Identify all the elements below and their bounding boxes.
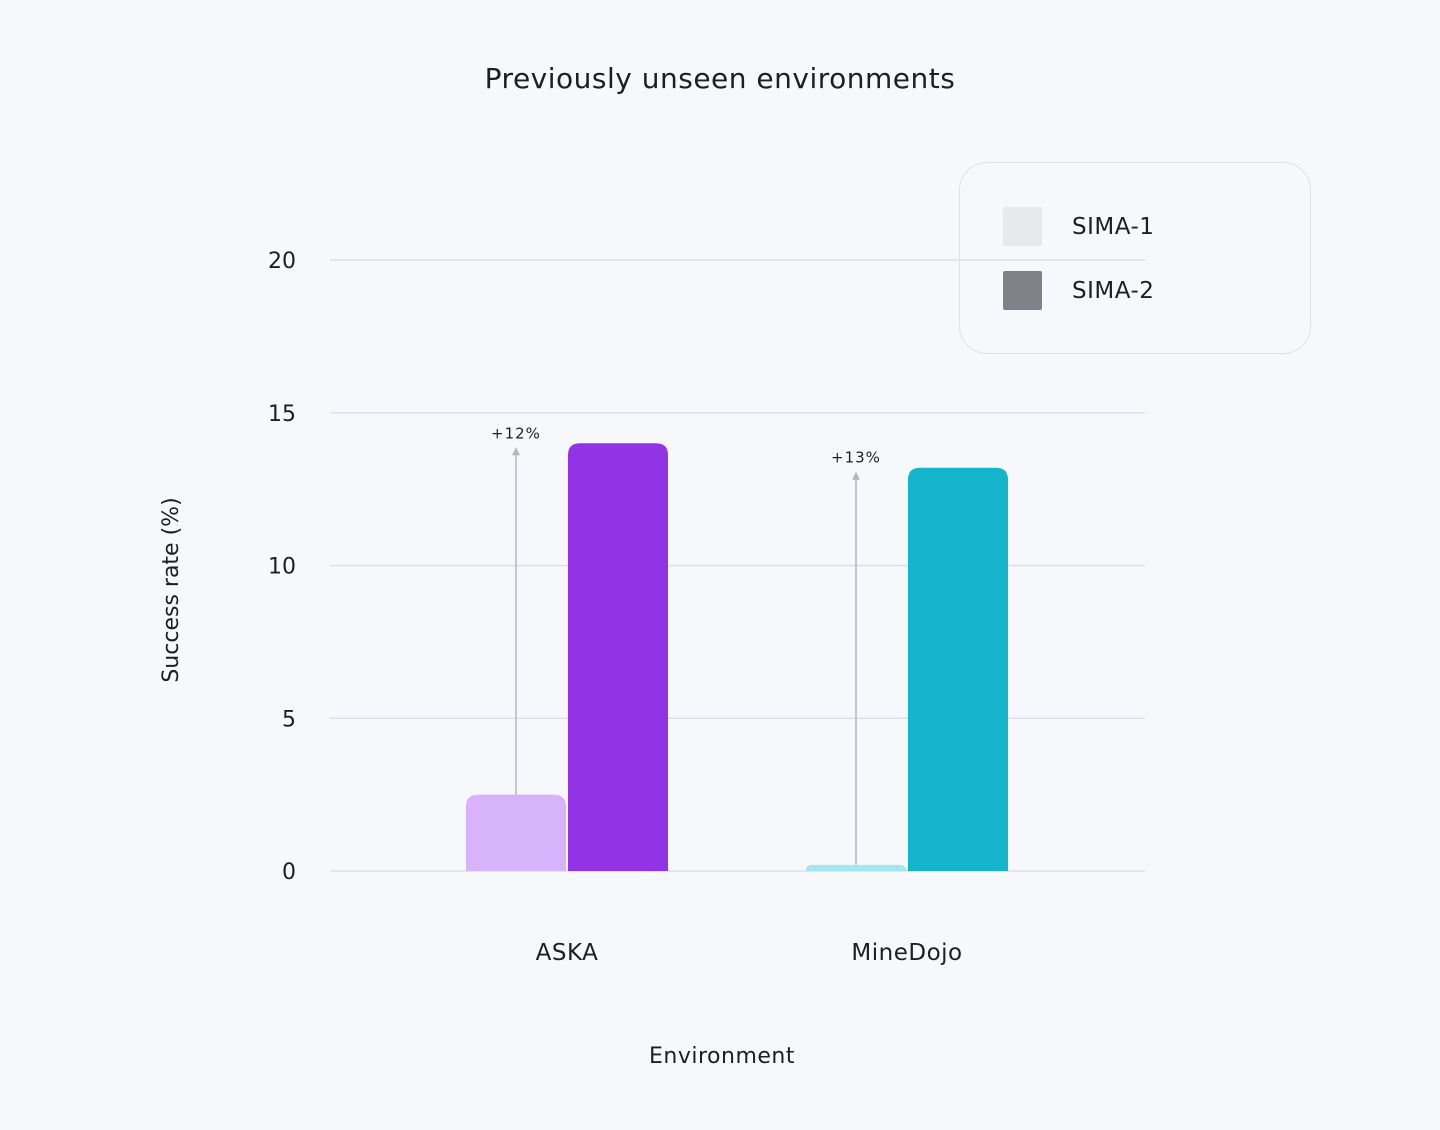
annotation-label: +12% — [491, 424, 541, 442]
y-tick-label: 10 — [268, 555, 296, 580]
x-tick-label: MineDojo — [851, 940, 962, 966]
bar-sima-1-aska — [466, 794, 566, 871]
y-tick-label: 20 — [268, 249, 296, 274]
legend-label-sima-1: SIMA-1 — [1072, 213, 1155, 240]
y-tick-label: 0 — [282, 860, 296, 885]
legend-swatch-sima-1 — [1003, 207, 1042, 246]
legend-item-sima-1: SIMA-1 — [1003, 207, 1154, 246]
legend-item-sima-2: SIMA-2 — [1003, 271, 1154, 310]
annotation-arrow-head — [512, 447, 520, 456]
legend-label-sima-2: SIMA-2 — [1072, 277, 1155, 304]
bar-sima-2-aska — [568, 443, 668, 871]
annotation-arrow-head — [852, 471, 860, 480]
bar-sima-2-minedojo — [908, 467, 1008, 871]
chart-title: Previously unseen environments — [485, 62, 956, 95]
y-tick-label: 5 — [282, 707, 296, 732]
x-tick-label: ASKA — [536, 940, 599, 966]
x-axis-label: Environment — [649, 1044, 795, 1069]
annotation-label: +13% — [831, 449, 881, 467]
y-tick-label: 15 — [268, 402, 296, 427]
legend-swatch-sima-2 — [1003, 271, 1042, 310]
bar-sima-1-minedojo — [806, 864, 906, 871]
y-axis-label: Success rate (%) — [159, 497, 184, 682]
legend: SIMA-1 SIMA-2 — [959, 162, 1311, 354]
